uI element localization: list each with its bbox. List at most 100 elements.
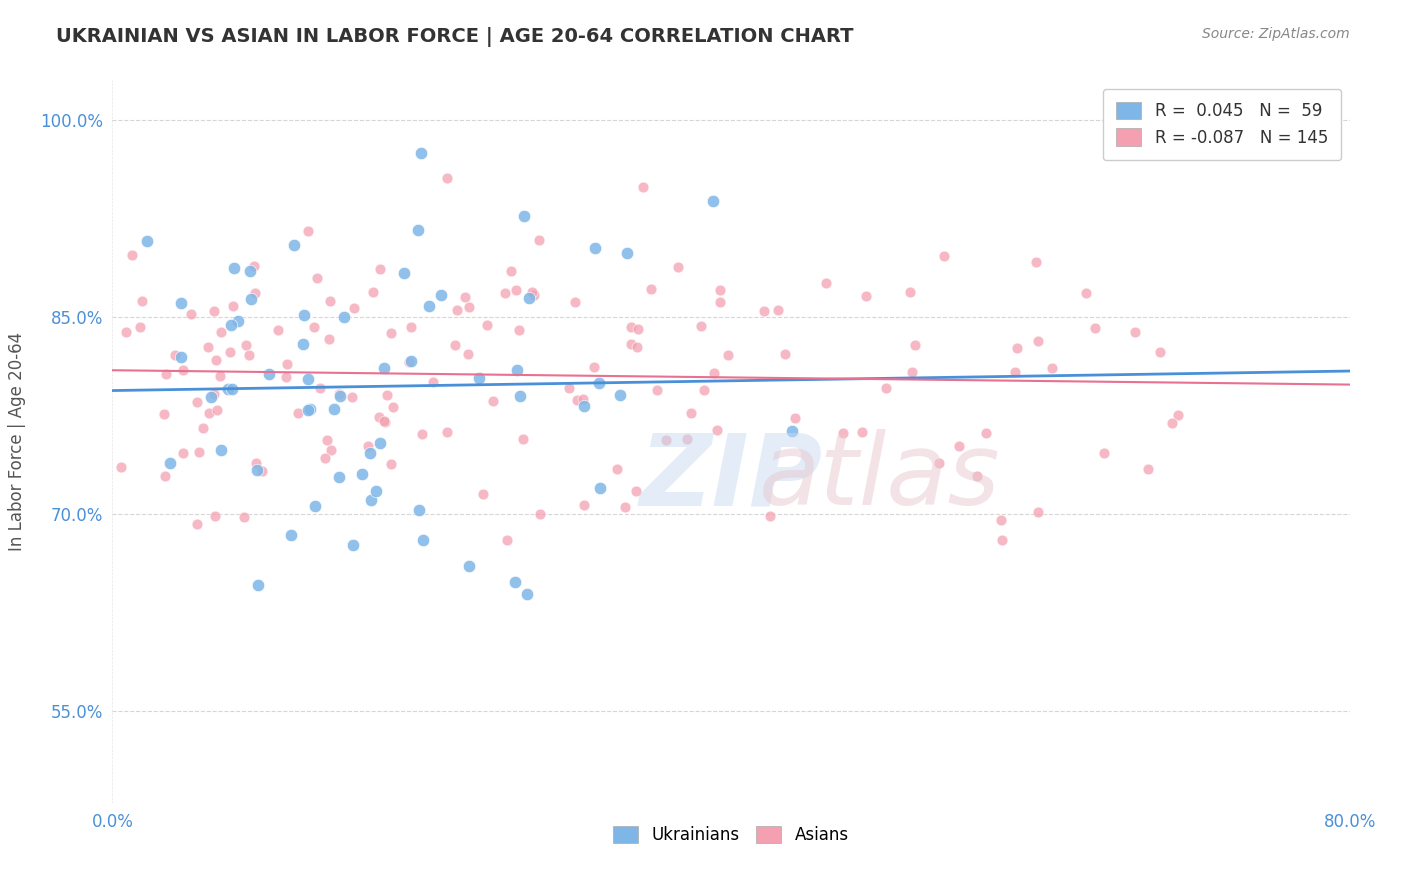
Point (328, 387, 350, 401)
Point (974, 426, 997, 441)
Point (609, 388, 631, 402)
Point (709, 283, 731, 297)
Point (217, 382, 239, 396)
Point (506, 363, 529, 377)
Point (904, 337, 927, 351)
Point (114, 325, 136, 339)
Point (1026, 334, 1049, 348)
Point (1167, 408, 1189, 422)
Point (948, 439, 970, 453)
Point (373, 414, 395, 428)
Point (815, 276, 838, 290)
Point (283, 238, 305, 252)
Point (516, 587, 538, 601)
Y-axis label: In Labor Force | Age 20-64: In Labor Force | Age 20-64 (8, 332, 25, 551)
Point (291, 337, 314, 351)
Point (188, 444, 211, 458)
Point (186, 395, 208, 409)
Point (180, 307, 202, 321)
Point (202, 303, 225, 318)
Point (529, 507, 551, 521)
Point (443, 337, 465, 351)
Point (382, 401, 405, 415)
Point (1149, 345, 1171, 359)
Point (509, 388, 531, 402)
Point (121, 248, 143, 262)
Point (363, 285, 385, 299)
Point (205, 352, 228, 367)
Point (496, 533, 519, 547)
Point (457, 346, 479, 360)
Point (267, 323, 290, 337)
Point (170, 350, 193, 364)
Point (655, 434, 678, 448)
Point (328, 470, 350, 484)
Point (430, 288, 453, 302)
Point (350, 467, 373, 481)
Point (990, 513, 1012, 527)
Point (200, 390, 222, 404)
Point (966, 469, 988, 483)
Point (364, 484, 387, 499)
Point (627, 321, 650, 335)
Point (565, 392, 588, 407)
Point (239, 264, 262, 278)
Point (436, 425, 458, 439)
Point (243, 286, 266, 301)
Point (773, 347, 796, 361)
Point (499, 264, 522, 278)
Point (523, 287, 546, 301)
Point (219, 318, 242, 333)
Point (1025, 254, 1047, 268)
Point (851, 425, 873, 439)
Point (785, 410, 807, 425)
Point (205, 402, 228, 417)
Text: UKRAINIAN VS ASIAN IN LABOR FORCE | AGE 20-64 CORRELATION CHART: UKRAINIAN VS ASIAN IN LABOR FORCE | AGE … (56, 27, 853, 46)
Point (768, 302, 790, 317)
Point (155, 367, 177, 381)
Point (527, 233, 550, 247)
Point (1026, 506, 1049, 520)
Point (619, 337, 641, 351)
Point (298, 401, 321, 416)
Point (219, 344, 242, 359)
Point (172, 363, 194, 377)
Point (752, 304, 775, 318)
Point (131, 294, 153, 309)
Point (572, 399, 595, 413)
Point (467, 371, 489, 385)
Text: ZIP: ZIP (640, 429, 823, 526)
Point (503, 575, 526, 590)
Point (457, 301, 479, 315)
Point (159, 456, 181, 470)
Point (436, 171, 458, 186)
Point (197, 340, 219, 354)
Point (1005, 342, 1028, 356)
Point (589, 481, 612, 495)
Point (209, 326, 232, 340)
Point (276, 357, 298, 371)
Point (401, 353, 423, 368)
Point (370, 435, 392, 450)
Point (640, 281, 662, 295)
Point (412, 533, 434, 547)
Point (399, 319, 422, 334)
Point (494, 286, 516, 301)
Point (287, 406, 309, 420)
Point (129, 319, 152, 334)
Point (302, 319, 325, 334)
Point (232, 509, 254, 524)
Point (226, 313, 249, 327)
Point (374, 415, 396, 429)
Point (482, 393, 505, 408)
Point (572, 392, 595, 407)
Point (512, 432, 534, 446)
Point (221, 382, 243, 396)
Point (222, 300, 245, 314)
Point (380, 326, 402, 340)
Point (645, 383, 668, 397)
Point (517, 292, 540, 306)
Point (1074, 285, 1097, 300)
Point (759, 508, 782, 523)
Point (1092, 446, 1115, 460)
